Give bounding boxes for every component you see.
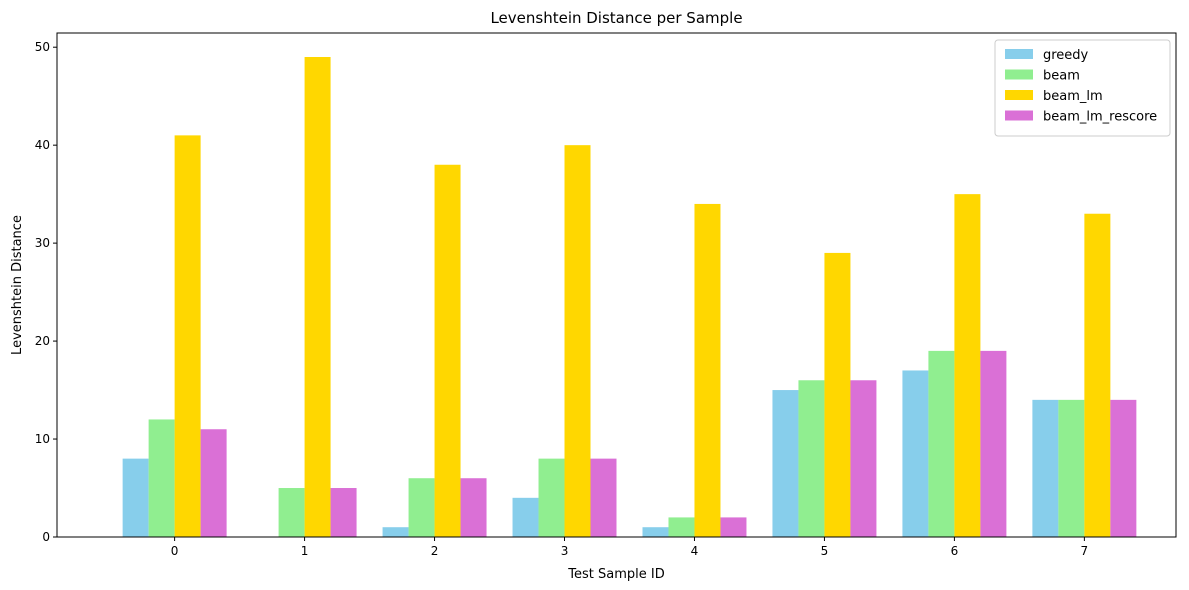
bar-beam_lm_rescore-0 [200, 429, 227, 537]
bar-beam_lm_rescore-2 [460, 478, 487, 537]
bar-beam-1 [278, 488, 305, 537]
x-axis-title: Test Sample ID [567, 567, 664, 582]
bar-beam_lm-7 [1084, 213, 1111, 538]
bar-beam-5 [798, 380, 825, 537]
bar-beam_lm-5 [824, 252, 851, 537]
bar-beam-4 [668, 517, 695, 537]
y-tick-label-0: 0 [42, 530, 50, 544]
bar-beam_lm_rescore-5 [850, 380, 877, 537]
x-tick-label-7: 7 [1081, 544, 1089, 558]
bar-beam-0 [148, 419, 175, 537]
bar-beam_lm_rescore-7 [1110, 399, 1137, 537]
legend-label-greedy: greedy [1043, 48, 1089, 63]
bar-beam_lm-4 [694, 203, 721, 537]
legend-swatch-beam_lm [1005, 90, 1033, 100]
bar-greedy-4 [642, 527, 669, 537]
chart-title: Levenshtein Distance per Sample [490, 9, 742, 27]
x-tick-label-1: 1 [301, 544, 309, 558]
legend-label-beam: beam [1043, 69, 1080, 84]
bar-beam_lm-1 [304, 57, 331, 537]
bar-beam_lm-2 [434, 164, 461, 537]
bar-beam-7 [1058, 399, 1085, 537]
legend-swatch-beam_lm_rescore [1005, 110, 1033, 121]
x-tick-label-5: 5 [821, 544, 829, 558]
y-tick-label-10: 10 [35, 432, 50, 446]
bar-greedy-0 [122, 458, 149, 537]
bar-greedy-3 [512, 497, 539, 537]
y-tick-label-20: 20 [35, 334, 50, 348]
bar-beam_lm-0 [174, 135, 201, 537]
bar-beam-3 [538, 458, 565, 537]
legend-label-beam_lm: beam_lm [1043, 89, 1103, 104]
x-tick-label-4: 4 [691, 544, 699, 558]
legend: greedy beam beam_lm beam_lm_rescore [994, 39, 1171, 137]
legend-box [994, 39, 1171, 137]
bar-beam_lm_rescore-1 [330, 488, 357, 537]
bar-greedy-7 [1032, 399, 1059, 537]
legend-swatch-greedy [1005, 49, 1033, 59]
legend-swatch-beam [1005, 69, 1033, 80]
bars-layer [122, 57, 1137, 538]
bar-beam_lm-6 [954, 194, 981, 537]
bar-beam-2 [408, 478, 435, 537]
y-axis-title: Levenshtein Distance [10, 215, 25, 355]
bar-beam_lm_rescore-6 [980, 350, 1007, 537]
x-tick-label-3: 3 [561, 544, 569, 558]
bar-beam-6 [928, 350, 955, 537]
plot-frame [56, 32, 1177, 538]
y-tick-label-30: 30 [35, 236, 50, 250]
x-tick-label-2: 2 [431, 544, 439, 558]
x-tick-label-0: 0 [171, 544, 179, 558]
bar-greedy-2 [382, 527, 409, 537]
bar-greedy-6 [902, 370, 929, 537]
y-tick-label-50: 50 [35, 40, 50, 54]
bar-beam_lm_rescore-4 [720, 517, 747, 537]
y-tick-label-40: 40 [35, 138, 50, 152]
legend-label-beam_lm_rescore: beam_lm_rescore [1043, 110, 1157, 125]
axes-layer: 0 1 2 3 4 5 6 7 0 10 20 30 40 50 [35, 32, 1177, 558]
bar-beam_lm_rescore-3 [590, 458, 617, 537]
bar-greedy-5 [772, 390, 799, 537]
x-tick-label-6: 6 [951, 544, 959, 558]
bar-beam_lm-3 [564, 145, 591, 537]
